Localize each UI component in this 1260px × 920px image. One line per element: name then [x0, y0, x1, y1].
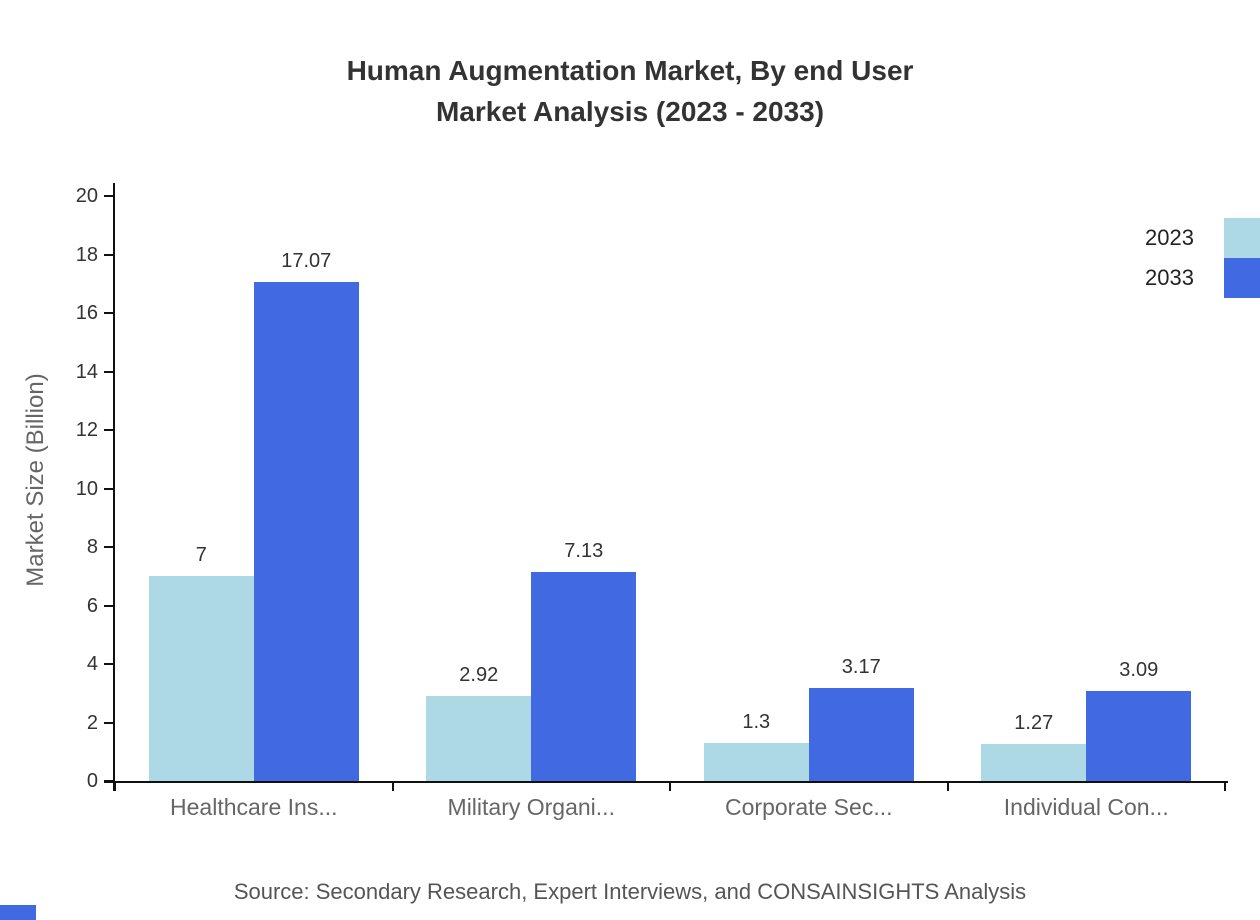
- bar-2033: 3.17: [808, 656, 914, 781]
- legend-item: 2023: [1142, 218, 1260, 258]
- y-tick-label: 6: [86, 594, 98, 617]
- y-tick-mark: [104, 721, 113, 724]
- chart-title-line2: Market Analysis (2023 - 2033): [435, 96, 825, 127]
- x-axis-line: [104, 781, 1228, 783]
- legend: 2023 2033: [1142, 218, 1260, 298]
- legend-swatch: [1224, 218, 1260, 258]
- bar-value-label: 7: [195, 544, 207, 567]
- x-category-label: Healthcare Ins...: [170, 794, 338, 820]
- bar-value-label: 1.27: [1014, 711, 1054, 734]
- bar-value-label: 2.92: [459, 663, 499, 686]
- plot-area: 7 17.07 2.92 7.13 1.3 3.17 1.27 3.09: [115, 196, 1225, 781]
- chart-title-line1: Human Augmentation Market, By end User: [346, 55, 914, 86]
- bar-value-label: 3.17: [841, 656, 881, 679]
- y-tick-label: 16: [75, 302, 98, 324]
- legend-swatch: [1224, 258, 1260, 298]
- bar-2023: 2.92: [426, 664, 532, 781]
- x-tick-mark: [1224, 783, 1226, 791]
- y-tick-label: 18: [75, 243, 98, 266]
- x-tick-mark: [946, 783, 949, 791]
- bar-2023: 7: [148, 544, 254, 781]
- x-axis-labels: Healthcare Ins... Military Organi... Corpo…: [115, 794, 1225, 821]
- x-category-label: Corporate Sec...: [725, 794, 893, 820]
- x-tick-mark: [391, 783, 394, 791]
- y-axis-line: [113, 183, 115, 791]
- bar-value-label: 7.13: [564, 540, 604, 563]
- x-category-label: Individual Con...: [1003, 794, 1169, 820]
- y-tick-label: 0: [86, 770, 98, 792]
- y-tick-label: 4: [86, 653, 98, 675]
- bar-group: 1.27 3.09: [948, 196, 1226, 781]
- bar-value-label: 17.07: [281, 249, 332, 272]
- bar-value-label: 3.09: [1119, 658, 1159, 681]
- y-tick-mark: [104, 780, 113, 782]
- y-tick-mark: [104, 253, 113, 256]
- bar-2033: 3.09: [1086, 659, 1192, 781]
- corner-logo-fragment: [0, 905, 36, 920]
- x-tick-mark: [114, 783, 116, 791]
- legend-label: 2023: [1145, 225, 1194, 250]
- bar-2023: 1.3: [703, 711, 809, 781]
- legend-item: 2033: [1142, 258, 1260, 298]
- bar-2023: 1.27: [981, 712, 1087, 781]
- bar-value-label: 1.3: [742, 710, 771, 733]
- y-tick-mark: [104, 546, 113, 548]
- y-tick-label: 20: [75, 185, 98, 207]
- y-tick-mark: [104, 370, 113, 373]
- y-tick-label: 14: [75, 360, 98, 383]
- y-tick-label: 2: [86, 711, 98, 734]
- source-note: Source: Secondary Research, Expert Inter…: [233, 879, 1027, 904]
- y-tick-label: 10: [75, 477, 98, 500]
- y-tick-mark: [104, 195, 113, 197]
- bar-group: 2.92 7.13: [393, 196, 671, 781]
- y-tick-label: 8: [86, 536, 98, 558]
- x-category-label: Military Organi...: [447, 794, 615, 820]
- y-tick-mark: [104, 487, 113, 490]
- y-tick-mark: [104, 604, 113, 607]
- chart-title: Human Augmentation Market, By end User M…: [0, 50, 1260, 132]
- bar-group: 7 17.07: [115, 196, 393, 781]
- x-tick-mark: [669, 783, 671, 791]
- y-tick-mark: [104, 312, 113, 314]
- bar-2033: 7.13: [531, 540, 637, 781]
- y-tick-label: 12: [75, 419, 98, 441]
- bar-2033: 17.07: [253, 250, 359, 781]
- bar-group: 1.3 3.17: [670, 196, 948, 781]
- y-tick-mark: [104, 429, 113, 431]
- y-tick-mark: [104, 663, 113, 665]
- legend-label: 2033: [1145, 265, 1194, 290]
